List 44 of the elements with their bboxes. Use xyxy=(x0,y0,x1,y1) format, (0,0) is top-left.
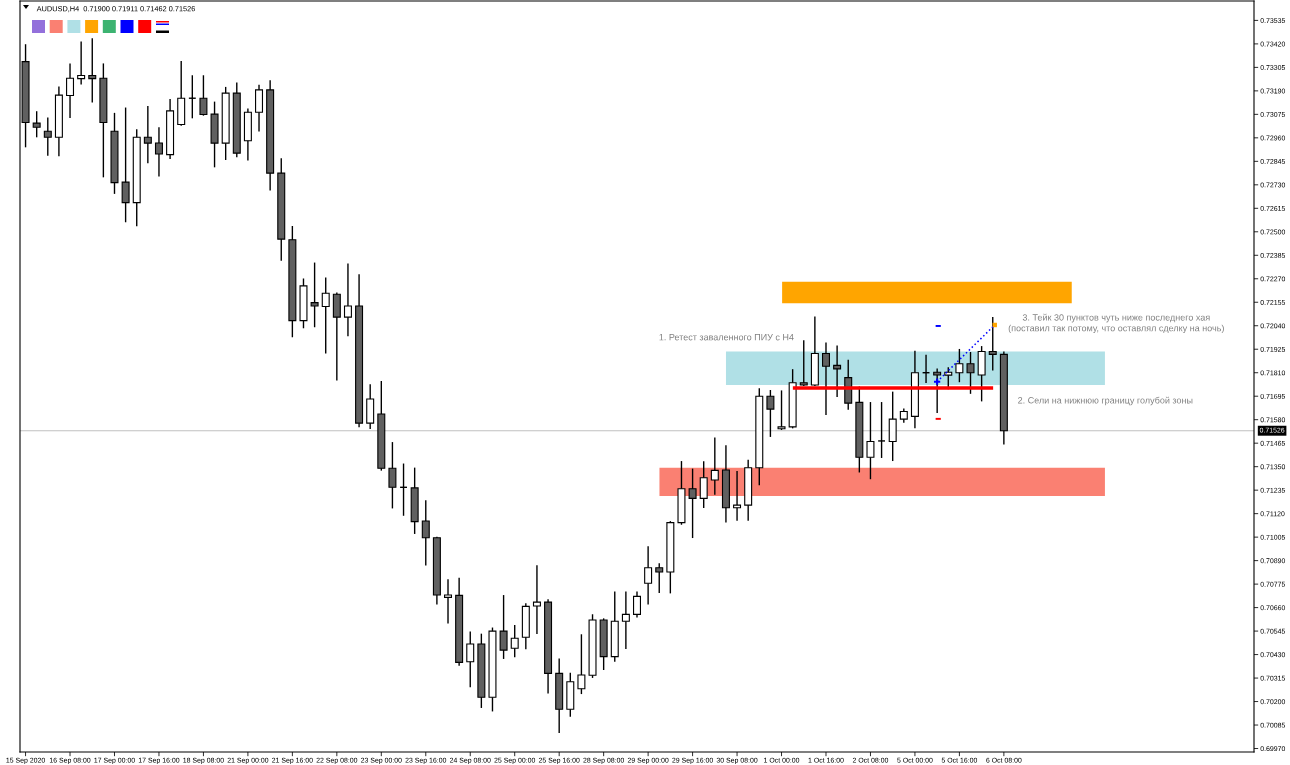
candlestick xyxy=(632,591,642,618)
candlestick xyxy=(532,565,541,635)
candlestick xyxy=(421,500,430,566)
candlestick xyxy=(866,402,875,480)
candlestick xyxy=(43,117,52,156)
candlestick xyxy=(799,340,808,387)
annotation: 3. Тейк 30 пунктов чуть ниже последнего хая (поставил так потому, что оставлял сделку на ночь) xyxy=(1008,313,1224,334)
candlestick xyxy=(466,631,475,688)
candlestick xyxy=(32,111,41,138)
candlestick xyxy=(699,461,708,509)
candlestick xyxy=(710,437,719,495)
candlestick xyxy=(499,595,508,659)
candlestick xyxy=(621,591,630,649)
candlestick xyxy=(821,342,830,415)
candlestick xyxy=(977,346,986,402)
candlestick xyxy=(199,75,208,116)
candlestick xyxy=(688,468,697,539)
candlestick xyxy=(733,471,742,521)
candlestick xyxy=(444,579,453,624)
annotation: 1. Ретест заваленного ПИУ с H4 xyxy=(659,334,794,341)
candlestick xyxy=(321,277,330,354)
candlestick xyxy=(833,345,842,397)
candlestick xyxy=(877,402,886,458)
candlestick xyxy=(644,546,653,605)
candlestick xyxy=(955,348,964,383)
annotation: 2. Сели на нижнюю границу голубой зоны xyxy=(1018,396,1193,406)
candlestick xyxy=(66,63,75,118)
candlestick xyxy=(310,262,319,328)
candlestick xyxy=(577,634,586,695)
candlestick xyxy=(655,563,664,593)
candlestick xyxy=(777,390,786,430)
candlestick xyxy=(388,442,397,509)
candlestick xyxy=(121,107,130,223)
candlestick xyxy=(88,38,97,103)
candlestick xyxy=(255,84,264,132)
candlestick xyxy=(766,389,775,437)
candlestick xyxy=(966,352,975,394)
candlestick xyxy=(888,391,897,462)
candlestick xyxy=(154,127,163,177)
candlestick xyxy=(332,292,341,381)
candlestick xyxy=(343,263,352,337)
candlestick xyxy=(510,625,519,658)
candlestick xyxy=(143,105,152,164)
candlestick xyxy=(77,41,86,85)
